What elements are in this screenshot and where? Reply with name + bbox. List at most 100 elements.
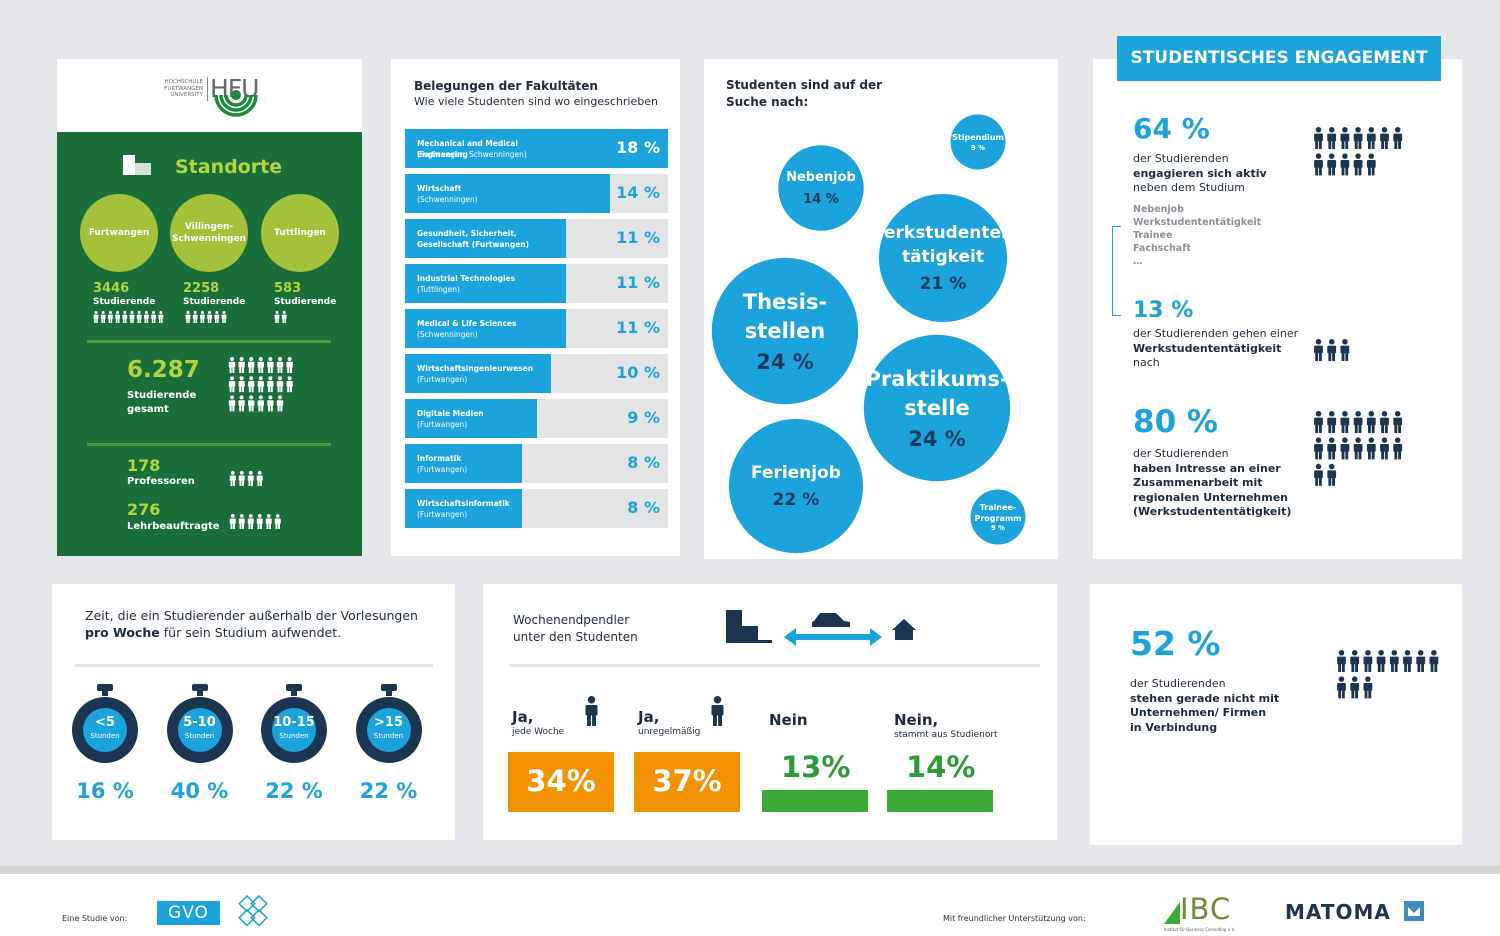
person-icon	[100, 311, 106, 323]
bubble-value: 24 %	[756, 350, 814, 375]
building	[742, 626, 758, 640]
person-icon	[1337, 676, 1346, 699]
bubble	[950, 114, 1006, 170]
body	[192, 314, 198, 319]
ibc-mark	[1164, 902, 1180, 924]
person-icon	[247, 514, 254, 529]
body	[1380, 133, 1389, 142]
head	[137, 311, 141, 314]
leg	[1332, 477, 1335, 486]
gvo-logo: GVO	[157, 901, 220, 925]
bar	[405, 219, 566, 258]
bubble	[711, 257, 859, 405]
ibc-logo: IBC	[1180, 892, 1232, 926]
body	[1403, 656, 1412, 665]
leg	[1368, 140, 1371, 149]
leg	[1345, 166, 1349, 176]
person-icon	[1327, 153, 1337, 176]
person-icon	[1314, 127, 1323, 149]
leg	[270, 405, 273, 412]
body	[1429, 656, 1439, 665]
person-icon	[1380, 437, 1389, 460]
leg	[1332, 166, 1335, 176]
leg	[186, 318, 188, 323]
head	[1394, 127, 1401, 133]
search-title: Studenten sind auf der Suche nach:	[726, 78, 883, 109]
car	[812, 613, 850, 627]
bubble-name: Stipendium	[952, 133, 1004, 143]
leg	[1368, 166, 1371, 176]
head	[152, 311, 156, 314]
person-icon	[286, 376, 293, 393]
leg	[1434, 663, 1438, 672]
person-icon	[1416, 650, 1426, 672]
leg	[277, 385, 280, 393]
leg	[123, 318, 125, 323]
list-item: Trainee	[1133, 230, 1173, 241]
head	[215, 311, 219, 314]
leg	[1394, 450, 1398, 460]
body	[1353, 417, 1363, 426]
gvo-diamonds	[238, 894, 268, 927]
faculty-name: Digitale Medien	[417, 409, 484, 418]
lecturers-value: 276	[127, 500, 161, 519]
body	[1314, 160, 1323, 168]
body	[276, 400, 284, 406]
person-icon	[1366, 127, 1376, 149]
head	[159, 311, 163, 314]
leg	[289, 385, 292, 393]
faculty-name: Mechanical and Medical Engineering	[417, 139, 518, 159]
leg	[1398, 140, 1401, 149]
bubble-text: Ferienjob 22 %	[729, 419, 863, 553]
leg	[125, 318, 127, 323]
leg	[232, 366, 235, 373]
leg	[261, 366, 264, 373]
matoma-square	[1404, 901, 1424, 921]
ibc-mark	[1164, 902, 1180, 924]
head	[257, 514, 262, 518]
leg	[241, 385, 244, 393]
head	[282, 311, 286, 314]
body	[257, 381, 264, 387]
stat-line: Zusammenarbeit mit	[1133, 476, 1263, 489]
head	[278, 376, 282, 381]
leg	[1404, 663, 1408, 672]
head	[275, 311, 279, 314]
commuter-answer: Ja,	[512, 708, 534, 726]
head	[1355, 437, 1361, 443]
leg	[1318, 424, 1322, 433]
leg	[269, 523, 271, 529]
body	[1363, 683, 1373, 691]
head	[1342, 127, 1348, 133]
head	[230, 395, 234, 400]
time-unit: Stunden	[373, 732, 404, 740]
bar	[405, 129, 668, 168]
body	[247, 475, 254, 481]
body	[286, 361, 293, 368]
person-icon	[1429, 650, 1439, 672]
faculty-name: Informatik	[417, 454, 462, 463]
body	[1380, 444, 1389, 452]
leg	[251, 366, 254, 373]
leg	[1377, 663, 1381, 672]
list-item: Nebenjob	[1133, 204, 1184, 215]
leg	[289, 366, 292, 373]
leg	[1341, 424, 1345, 433]
engagement-panel: 64 % der Studierenden engagieren sich akti…	[1093, 59, 1462, 559]
bubble-value: 9 %	[971, 143, 985, 152]
leg	[146, 318, 149, 323]
site-label: Studierende	[183, 297, 246, 307]
head	[248, 514, 253, 518]
leg	[217, 318, 219, 323]
leg	[1338, 689, 1342, 699]
leg	[248, 523, 251, 529]
list-item: …	[1133, 256, 1143, 267]
stat-line: in Verbindung	[1130, 720, 1218, 734]
head	[713, 696, 722, 704]
list-item: Werkstudententätigkeit	[1133, 217, 1262, 228]
person-icon	[136, 311, 142, 323]
time-unit: Stunden	[279, 732, 309, 740]
leg	[239, 405, 242, 412]
faculties-subtitle: Wie viele Studenten sind wo eingeschrieb…	[414, 95, 658, 108]
